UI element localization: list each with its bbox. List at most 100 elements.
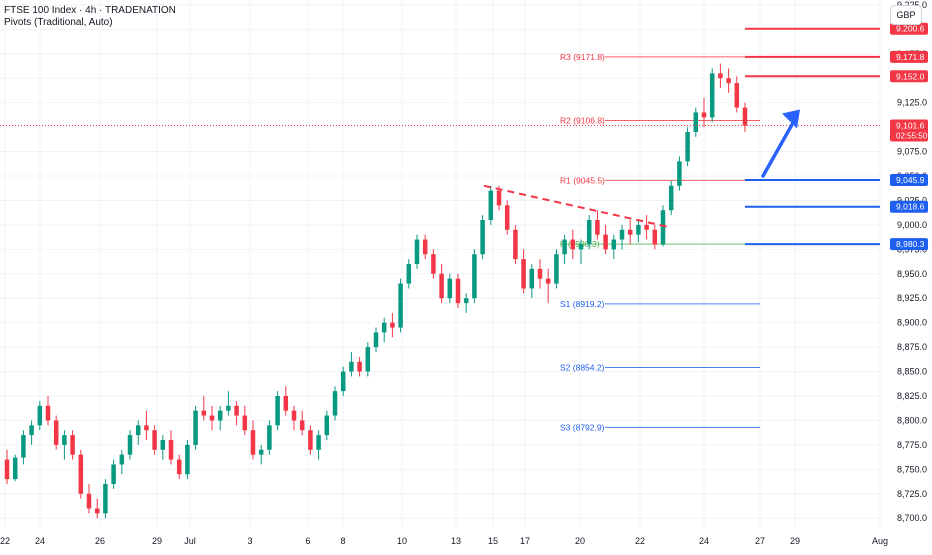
key-level-tag-label: 9,152.0 (896, 71, 925, 81)
candle-body (472, 254, 477, 299)
candle-body (168, 440, 174, 460)
candle-body (308, 430, 313, 450)
currency-button[interactable]: GBP (890, 5, 922, 25)
candle-body (332, 391, 338, 416)
pivot-label: R3 (9171.8) (560, 52, 605, 62)
price-tick-label: 8,825.0 (897, 391, 927, 401)
candle-body (340, 371, 346, 392)
candle-body (258, 449, 264, 455)
candle-body (660, 210, 666, 245)
candle-body (529, 268, 535, 289)
candle-body (127, 435, 133, 455)
time-tick-label: 15 (488, 536, 498, 546)
candle-body (718, 73, 723, 79)
candle-body (160, 440, 166, 450)
price-tick-label: 8,925.0 (897, 293, 927, 303)
candle-body (636, 224, 641, 235)
time-tick-label: 3 (247, 536, 252, 546)
candle-body (349, 361, 354, 372)
candle-body (201, 410, 207, 416)
candle-body (267, 425, 272, 450)
last-price-countdown: 02:55:50 (896, 132, 928, 141)
candle-body (12, 457, 18, 480)
time-tick-label: 24 (699, 536, 709, 546)
price-tick-label: 9,075.0 (897, 147, 927, 157)
key-level-tag-label: 9,171.8 (896, 52, 925, 62)
candle-body (86, 493, 92, 509)
pivot-lines: R3 (9171.8) R2 (9106.8) R1 (9045.5) P (8980… (560, 52, 760, 432)
time-tick-label: 22 (0, 536, 10, 546)
key-level-tag-label: 9,200.6 (896, 24, 925, 34)
candle-body (726, 78, 731, 84)
candle-body (193, 410, 198, 445)
price-tick-label: 8,875.0 (897, 342, 927, 352)
candle-body (398, 283, 403, 328)
time-tick-label: 6 (305, 536, 310, 546)
candle-body (299, 420, 305, 431)
candle-body (103, 484, 108, 514)
candle-body (70, 435, 75, 455)
candle-body (693, 112, 699, 132)
last-price-value: 9,101.6 (896, 121, 925, 131)
candle-body (431, 254, 436, 274)
indicator-legend[interactable]: Pivots (Traditional, Auto) (4, 17, 113, 28)
candle-body (627, 229, 633, 235)
candle-body (316, 435, 321, 450)
candle-body (480, 220, 485, 255)
price-tick-label: 8,800.0 (897, 415, 927, 425)
price-tick-label: 8,725.0 (897, 489, 927, 499)
candle-body (709, 73, 715, 118)
candle-body (619, 229, 625, 240)
price-tick-label: 8,950.0 (897, 269, 927, 279)
candle-body (586, 220, 592, 245)
candles (4, 63, 748, 519)
time-tick-label: 8 (340, 536, 345, 546)
candle-body (570, 239, 576, 250)
key-level-tag (890, 200, 928, 213)
candle-body (94, 508, 100, 514)
candle-body (742, 107, 748, 126)
last-price-tag (890, 119, 928, 142)
candle-body (447, 278, 453, 299)
candle-body (496, 190, 502, 206)
candle-body (144, 425, 149, 431)
candle-body (45, 405, 51, 421)
candle-body (250, 430, 256, 455)
time-tick-label: 24 (35, 536, 45, 546)
candle-body (357, 361, 362, 372)
time-tick-label: 29 (790, 536, 800, 546)
key-level-tag (890, 174, 928, 187)
time-axis: 22 24 26 29 Jul 3 6 8 10 13 15 17 20 22 24 27 29 Aug (0, 536, 888, 546)
price-axis: 9,225.09,200.09,175.09,150.09,125.09,100… (890, 0, 928, 523)
candle-body (226, 405, 231, 411)
candle-body (78, 454, 84, 494)
candle-body (685, 132, 690, 162)
projection-arrow-shaft (761, 115, 798, 178)
key-level-tag-label: 9,018.6 (896, 202, 925, 212)
annotations (0, 27, 880, 246)
candle-body (677, 161, 682, 186)
candle-body (119, 454, 125, 465)
candle-body (275, 396, 280, 426)
candle-body (185, 444, 190, 475)
candle-body (504, 205, 510, 230)
time-tick-label: 22 (635, 536, 645, 546)
price-tick-label: 9,225.0 (897, 0, 927, 10)
key-level-tag (890, 50, 928, 63)
candle-body (414, 239, 420, 264)
time-tick-label: Jul (184, 536, 196, 546)
time-tick-label: 10 (397, 536, 407, 546)
price-tick-label: 8,700.0 (897, 513, 927, 523)
pivot-label: P (8980.3) (560, 239, 600, 249)
candle-body (29, 425, 34, 436)
candle-body (562, 239, 567, 255)
key-level-tag (890, 70, 928, 83)
candle-body (53, 420, 59, 445)
candle-body (463, 298, 469, 304)
candle-body (701, 112, 707, 118)
projection-arrow-head (782, 109, 800, 129)
candle-body (734, 83, 740, 108)
time-tick-label: 29 (152, 536, 162, 546)
